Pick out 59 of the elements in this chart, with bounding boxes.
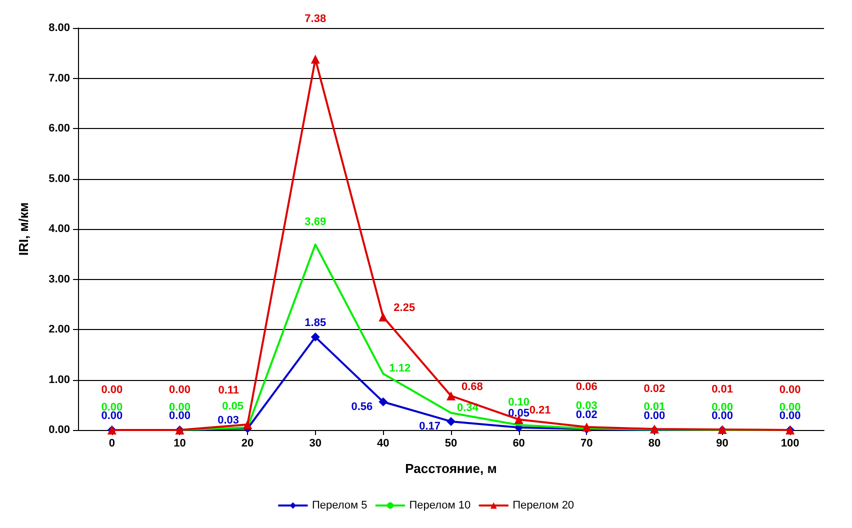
point xyxy=(582,422,592,432)
data-label: 0.00 xyxy=(169,410,190,422)
data-label: 0.00 xyxy=(644,410,666,422)
x-axis-title: Расстояние, м xyxy=(405,461,497,476)
data-label: 0.05 xyxy=(508,407,530,420)
data-label: 0.03 xyxy=(218,414,240,426)
y-tick-label: 8.00 xyxy=(48,22,70,34)
legend-label: Перелом 5 xyxy=(312,500,368,512)
data-label: 0.00 xyxy=(712,410,733,422)
y-tick-label: 7.00 xyxy=(48,72,70,84)
x-tick-label: 90 xyxy=(716,438,728,450)
legend-label: Перелом 10 xyxy=(409,500,471,512)
data-label: 0.00 xyxy=(101,384,123,396)
y-tick-label: 5.00 xyxy=(48,172,70,185)
x-tick-label: 60 xyxy=(512,438,525,450)
data-label: 0.56 xyxy=(351,400,373,413)
point xyxy=(446,391,456,400)
point xyxy=(378,312,388,322)
y-tick-label: 6.00 xyxy=(48,122,70,134)
data-label: 0.21 xyxy=(529,404,551,416)
x-tick-label: 20 xyxy=(241,438,254,450)
data-label: 0.06 xyxy=(576,380,598,393)
y-tick-label: 1.00 xyxy=(48,374,70,386)
data-label: 0.02 xyxy=(576,408,598,421)
data-label: 1.12 xyxy=(389,362,411,375)
y-tick-label: 0.00 xyxy=(48,424,70,436)
data-label: 0.00 xyxy=(779,384,801,396)
data-label: 0.00 xyxy=(101,410,123,422)
data-label: 0.02 xyxy=(644,382,666,395)
data-label: 1.85 xyxy=(304,317,326,330)
data-label: 0.17 xyxy=(419,420,440,432)
x-tick-label: 50 xyxy=(444,438,458,450)
legend-label: Перелом 20 xyxy=(512,500,574,512)
data-label: 2.25 xyxy=(394,302,416,314)
point xyxy=(446,416,456,426)
y-tick-label: 4.00 xyxy=(48,223,70,235)
x-tick-label: 40 xyxy=(377,438,390,450)
data-label: 0.05 xyxy=(222,400,244,412)
data-label: 0.10 xyxy=(508,396,530,408)
data-label: 0.11 xyxy=(218,384,240,396)
data-label: 0.00 xyxy=(169,384,190,396)
x-tick-label: 70 xyxy=(580,438,593,450)
data-label: 3.69 xyxy=(304,216,326,228)
y-tick-label: 3.00 xyxy=(48,273,70,286)
point xyxy=(310,332,320,342)
point xyxy=(310,54,320,64)
point xyxy=(378,397,388,406)
x-tick-label: 100 xyxy=(780,438,800,450)
x-tick-label: 30 xyxy=(309,438,322,450)
data-label: 0.00 xyxy=(779,410,801,422)
y-axis-title: IRI, м/км xyxy=(16,202,31,256)
x-tick-label: 80 xyxy=(648,438,661,450)
data-label: 0.01 xyxy=(712,383,733,396)
y-tick-label: 2.00 xyxy=(48,324,70,336)
data-label: 7.38 xyxy=(304,13,326,26)
x-tick-label: 0 xyxy=(108,438,115,450)
x-tick-label: 10 xyxy=(174,438,186,450)
data-label: 0.68 xyxy=(462,380,483,393)
point xyxy=(243,420,252,429)
